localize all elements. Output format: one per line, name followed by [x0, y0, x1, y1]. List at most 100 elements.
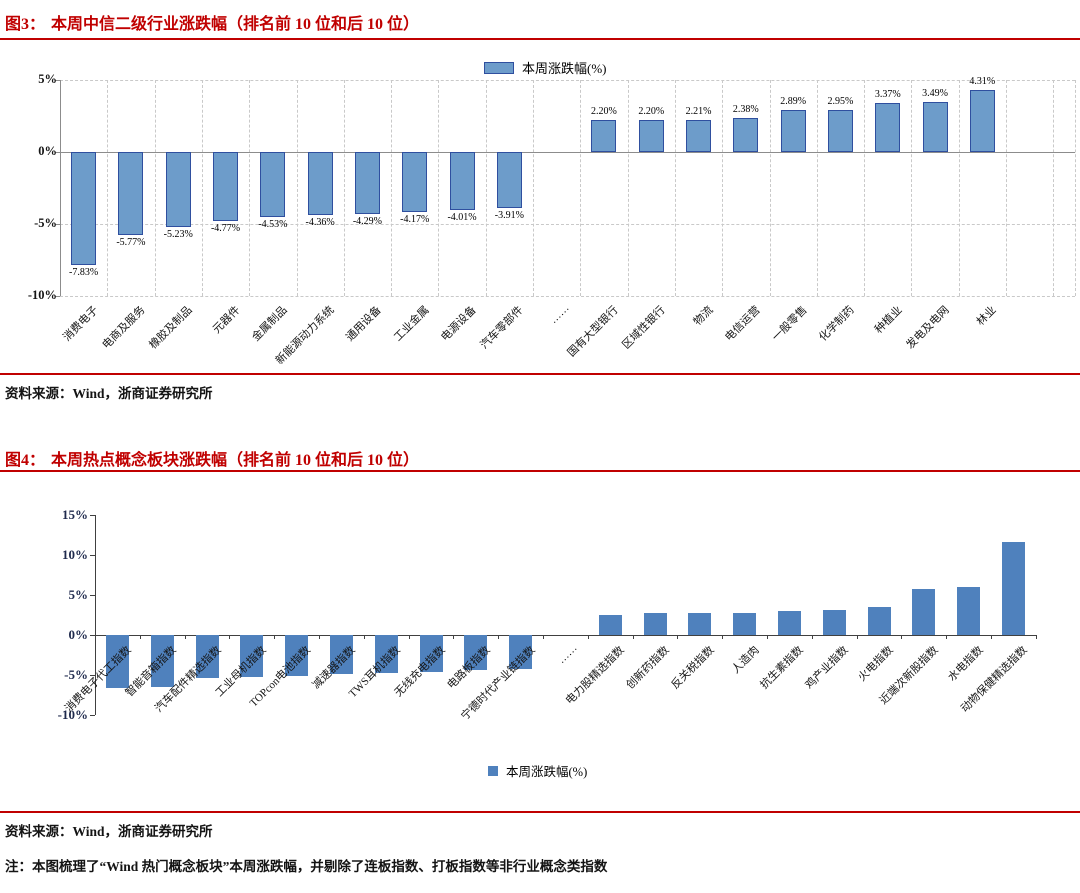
- bar-value-label: -3.91%: [494, 210, 524, 222]
- gridline-v: [438, 80, 440, 296]
- y-tick-label: 15%: [62, 506, 88, 522]
- figure4-bottom-rule: [0, 811, 1080, 813]
- gridline-v: [154, 80, 156, 296]
- y-tick-label: -10%: [57, 706, 88, 722]
- y-axis-tick: [55, 296, 60, 297]
- bar-宁德时代产业链指数: [509, 635, 533, 669]
- y-tick-label: 0%: [38, 144, 57, 159]
- bar-消费电子: [71, 152, 97, 265]
- gridline-v: [769, 80, 771, 296]
- figure4-legend-swatch: [488, 765, 498, 776]
- bar-value-label: -7.83%: [69, 266, 99, 278]
- gridline-v: [911, 80, 913, 296]
- bar-value-label: -5.77%: [116, 237, 146, 249]
- bar-汽车配件精选指数: [195, 635, 219, 679]
- figure3-bottom-rule: [0, 373, 1080, 375]
- figure3-legend-label: 本周涨跌幅(%): [522, 61, 607, 76]
- bar-value-label: 3.37%: [874, 89, 901, 101]
- gridline-v: [201, 80, 203, 296]
- bar-工业母机指数: [240, 635, 264, 677]
- bar-value-label: -4.29%: [352, 215, 383, 227]
- bar-电信运营: [733, 117, 759, 152]
- figure3-title-rule: [0, 38, 1080, 40]
- bar-橡胶及制品: [165, 152, 191, 228]
- y-axis-tick: [90, 715, 95, 716]
- figure4-number: 图4：: [5, 452, 46, 469]
- x-axis-tick: [408, 635, 410, 639]
- gridline-v: [533, 80, 534, 296]
- x-axis-tick: [991, 635, 992, 639]
- x-axis-tick: [498, 635, 500, 639]
- gridline-v: [249, 80, 251, 296]
- bar-value-label: -4.01%: [447, 211, 477, 223]
- zero-axis: [60, 152, 1075, 153]
- x-axis-tick: [587, 635, 589, 639]
- bar-通用设备: [354, 152, 380, 214]
- y-axis-tick: [90, 675, 95, 676]
- gridline-v: [864, 80, 866, 296]
- bar-value-label: -4.36%: [305, 216, 335, 228]
- y-axis-tick: [90, 515, 95, 516]
- y-axis-tick: [90, 595, 95, 596]
- bar-工业金属: [402, 152, 428, 213]
- bar-value-label: 2.95%: [827, 95, 854, 107]
- x-axis-tick: [184, 635, 186, 639]
- bar-value-label: 3.49%: [922, 87, 948, 99]
- bar-汽车零部件: [496, 152, 522, 209]
- bar-value-label: -4.53%: [258, 219, 288, 231]
- bar-近端次新股指数: [912, 588, 936, 635]
- gridline-v: [343, 80, 345, 296]
- y-tick-label: -5%: [64, 666, 88, 682]
- bar-电路板指数: [464, 635, 488, 671]
- bar-value-label: -4.17%: [400, 214, 430, 226]
- bar-消费电子代工指数: [105, 635, 129, 688]
- figure3-title: 图3： 本周中信二级行业涨跌幅（排名前 10 位和后 10 位）: [5, 10, 419, 34]
- gridline-v: [816, 80, 818, 296]
- x-axis-tick: [856, 635, 858, 639]
- y-axis: [60, 80, 61, 296]
- bar-电源设备: [449, 152, 475, 210]
- bar-value-label: -4.77%: [210, 222, 241, 234]
- bar-林业: [969, 89, 995, 152]
- gridline-v: [722, 80, 724, 296]
- bar-金属制品: [260, 152, 286, 218]
- bar-化学制药: [827, 109, 853, 152]
- x-axis-tick: [632, 635, 634, 639]
- x-category-label: 水电指数: [945, 644, 986, 684]
- x-axis-tick: [811, 635, 813, 639]
- bar-火电指数: [867, 607, 891, 635]
- figure3-title-text: 本周中信二级行业涨跌幅（排名前 10 位和后 10 位）: [51, 16, 420, 33]
- bar-value-label: 4.31%: [969, 75, 996, 87]
- bar-元器件: [213, 152, 239, 221]
- gridline-v: [485, 80, 487, 296]
- x-category-label: 鸡产业指数: [803, 644, 851, 692]
- x-category-label: 人造肉: [729, 644, 762, 676]
- bar-水电指数: [957, 587, 981, 635]
- y-tick-label: -5%: [34, 216, 57, 231]
- bar-TWS耳机指数: [374, 635, 398, 674]
- bar-国有大型银行: [591, 120, 617, 152]
- bar-减速器指数: [329, 635, 353, 675]
- gridline-v: [1075, 80, 1076, 296]
- y-axis: [95, 515, 96, 715]
- bar-创新药指数: [643, 613, 667, 635]
- gridline-v: [1053, 80, 1055, 296]
- x-axis-tick: [767, 635, 768, 639]
- x-axis-tick: [453, 635, 455, 639]
- gridline-v: [580, 80, 582, 296]
- y-axis-tick: [55, 152, 60, 153]
- bar-动物保健精选指数: [1001, 542, 1025, 635]
- x-axis-tick: [677, 635, 679, 639]
- bar-抗生素指数: [777, 611, 801, 635]
- bar-电力股精选指数: [598, 615, 622, 635]
- figure3-source: 资料来源：Wind，浙商证券研究所: [5, 386, 213, 401]
- figure4-title-rule: [0, 470, 1080, 472]
- bar-value-label: -5.23%: [163, 229, 193, 241]
- figure4-legend-label: 本周涨跌幅(%): [506, 765, 588, 779]
- gridline-h: [60, 296, 1075, 297]
- bar-一般零售: [780, 110, 806, 152]
- gridline-h: [60, 224, 1075, 225]
